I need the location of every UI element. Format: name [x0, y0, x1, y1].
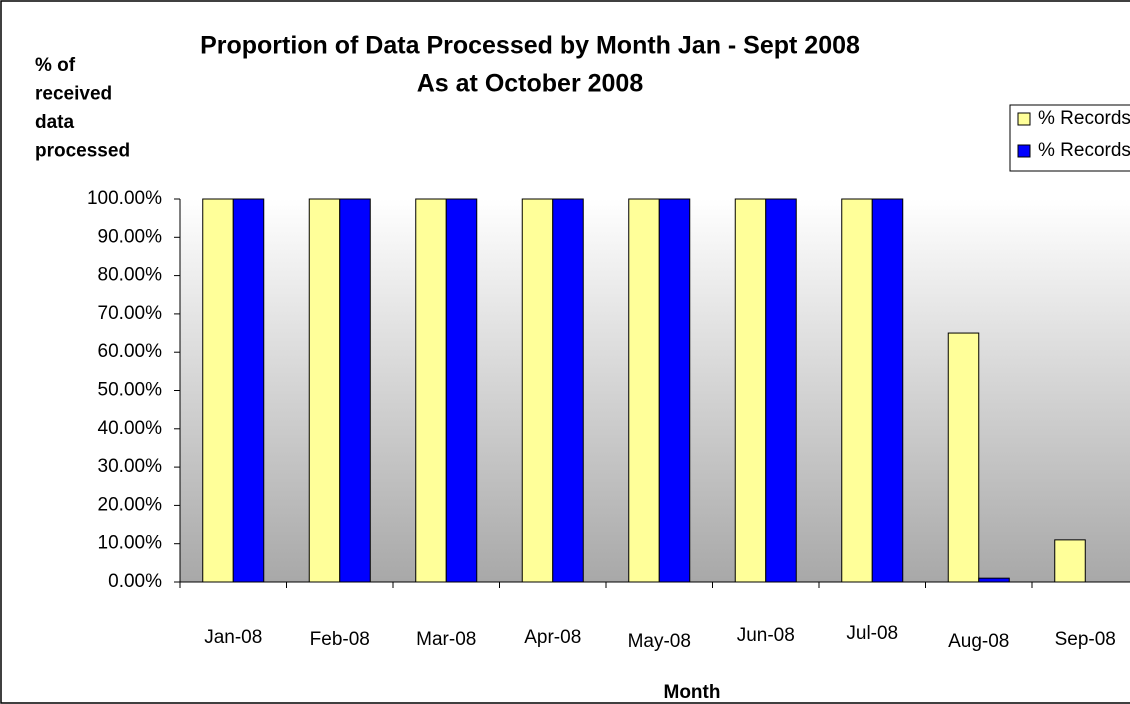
y-tick-label: 20.00% [98, 494, 163, 515]
x-tick-label: Jan-08 [204, 627, 262, 648]
x-axis-title: Month [664, 682, 721, 703]
bar [841, 198, 873, 583]
bar [978, 577, 1010, 583]
x-tick-label: Feb-08 [310, 629, 370, 650]
bar [202, 198, 234, 583]
y-tick-label: 0.00% [108, 571, 162, 592]
bar [658, 198, 691, 583]
y-axis-title: processed [35, 141, 130, 162]
bar [232, 198, 265, 583]
y-tick-label: 50.00% [98, 380, 163, 401]
bar [339, 198, 371, 583]
y-tick-label: 40.00% [98, 418, 163, 439]
y-tick-label: 70.00% [98, 303, 163, 324]
x-tick-label: Mar-08 [416, 629, 476, 650]
chart-title: Proportion of Data Processed by Month Ja… [200, 32, 860, 60]
bar [415, 198, 447, 583]
legend-label: % Records Entered [1038, 140, 1130, 161]
bar [552, 198, 584, 583]
bar [1054, 539, 1086, 583]
x-tick-label: Sep-08 [1055, 629, 1116, 650]
y-tick-label: 10.00% [98, 533, 163, 554]
y-tick-label: 90.00% [98, 226, 163, 247]
legend-swatch [1017, 144, 1031, 158]
y-axis-title: % of [35, 55, 76, 76]
bar [521, 198, 554, 583]
y-tick-label: 100.00% [87, 188, 162, 209]
x-tick-label: Jun-08 [737, 625, 795, 646]
bar [308, 198, 341, 583]
bar [734, 198, 767, 583]
x-tick-label: Jul-08 [846, 623, 898, 644]
y-tick-label: 30.00% [98, 456, 163, 477]
y-tick-label: 80.00% [98, 265, 163, 286]
y-axis-title: received [35, 84, 112, 105]
y-tick-label: 60.00% [98, 341, 163, 362]
legend-label: % Records Coded [1038, 108, 1130, 129]
chart-subtitle: As at October 2008 [417, 70, 644, 98]
bar [628, 198, 660, 583]
y-axis-title: data [35, 112, 75, 133]
x-tick-label: Aug-08 [948, 631, 1009, 652]
bar [445, 198, 478, 583]
x-tick-label: Apr-08 [524, 627, 581, 648]
bar [947, 332, 980, 583]
legend-swatch [1017, 112, 1031, 126]
bar [765, 198, 797, 583]
x-tick-label: May-08 [628, 631, 691, 652]
bar [871, 198, 904, 583]
